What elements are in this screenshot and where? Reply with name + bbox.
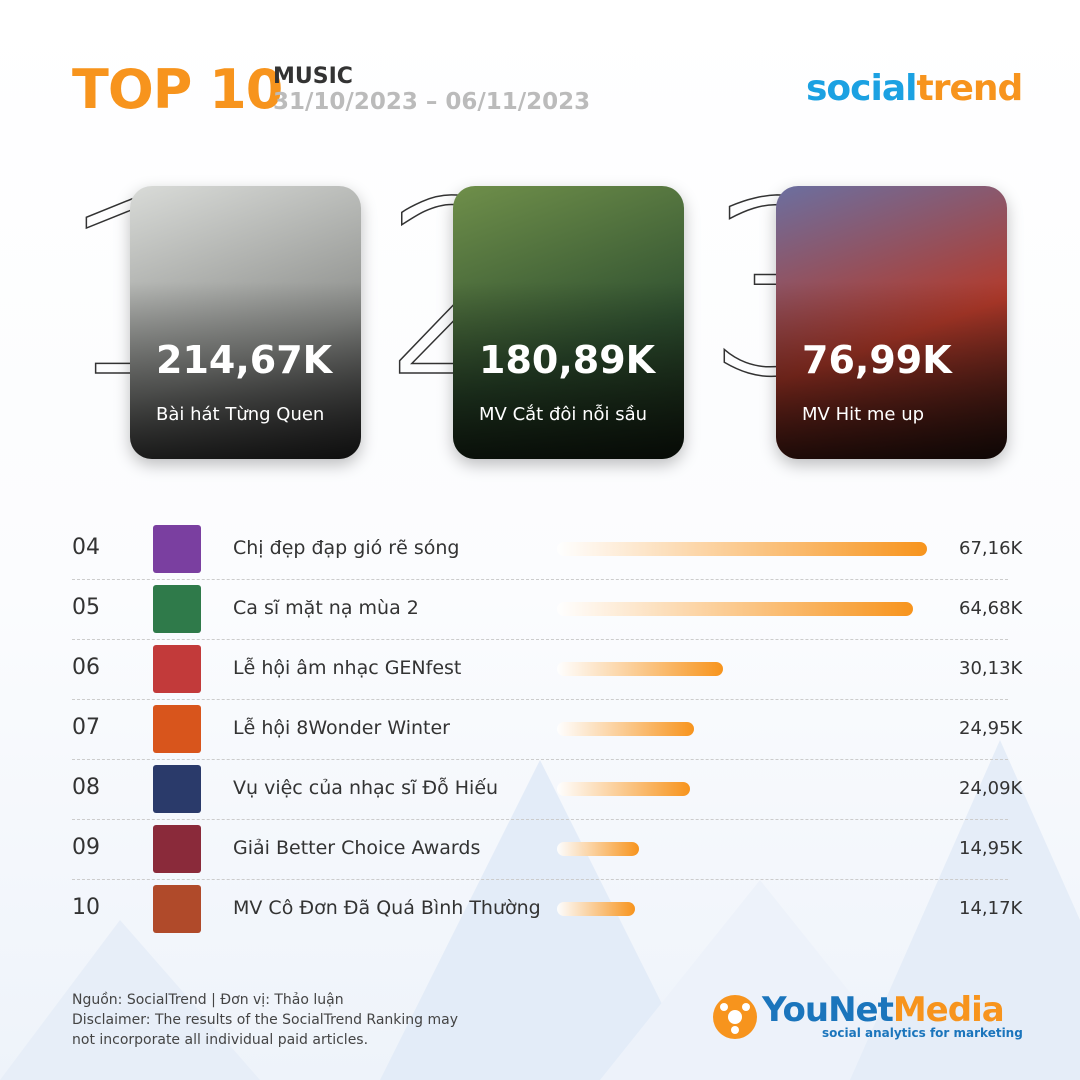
card-shade: [130, 186, 361, 459]
card-name: MV Cắt đôi nỗi sầu: [479, 404, 648, 425]
source: Nguồn: SocialTrend | Đơn vị: Thảo luận: [72, 992, 344, 1008]
thumbnail: [153, 765, 201, 813]
category: MUSIC: [273, 64, 353, 89]
separator: [72, 819, 1008, 820]
item-name: Lễ hội âm nhạc GENfest: [233, 657, 462, 679]
top-card: 214,67K Bài hát Từng Quen: [130, 186, 361, 459]
background-mountains: [0, 740, 1080, 1080]
tagline: social analytics for marketing: [822, 1026, 1023, 1040]
value-label: 24,09K: [959, 778, 1023, 799]
rank: 10: [72, 895, 100, 920]
separator: [72, 639, 1008, 640]
logo-right: Media: [892, 990, 1005, 1030]
item-name: Ca sĩ mặt nạ mùa 2: [233, 597, 419, 619]
card-name: MV Hit me up: [802, 404, 925, 425]
card-shade: [776, 186, 1007, 459]
thumbnail: [153, 825, 201, 873]
item-name: Lễ hội 8Wonder Winter: [233, 717, 450, 739]
date-range: 31/10/2023 – 06/11/2023: [273, 89, 591, 115]
disclaimer: Disclaimer: The results of the SocialTre…: [72, 1012, 459, 1048]
logo-left: YouNet: [762, 990, 894, 1030]
item-name: MV Cô Đơn Đã Quá Bình Thường: [233, 897, 541, 919]
card-shade: [453, 186, 684, 459]
value-label: 30,13K: [959, 658, 1023, 679]
brand: socialtrend: [806, 68, 1023, 109]
item-name: Giải Better Choice Awards: [233, 837, 481, 859]
rank: 04: [72, 535, 100, 560]
title: TOP 10: [72, 58, 283, 121]
item-name: Vụ việc của nhạc sĩ Đỗ Hiếu: [233, 777, 499, 799]
top-card: 76,99K MV Hit me up: [776, 186, 1007, 459]
bar: [557, 782, 690, 796]
separator: [72, 879, 1008, 880]
value-label: 14,95K: [959, 838, 1023, 859]
brand-right: trend: [916, 68, 1023, 109]
separator: [72, 579, 1008, 580]
thumbnail: [153, 525, 201, 573]
top-card: 180,89K MV Cắt đôi nỗi sầu: [453, 186, 684, 459]
card-value: 180,89K: [479, 338, 656, 382]
thumbnail: [153, 585, 201, 633]
separator: [72, 759, 1008, 760]
rank: 09: [72, 835, 100, 860]
rank: 05: [72, 595, 100, 620]
separator: [72, 699, 1008, 700]
bar: [557, 722, 695, 736]
value-label: 64,68K: [959, 598, 1023, 619]
value-label: 24,95K: [959, 718, 1023, 739]
thumbnail: [153, 885, 201, 933]
logo: YouNetMedia: [762, 990, 1005, 1030]
rank: 08: [72, 775, 100, 800]
item-name: Chị đẹp đạp gió rẽ sóng: [233, 537, 460, 559]
rank: 06: [72, 655, 100, 680]
value-label: 67,16K: [959, 538, 1023, 559]
card-value: 214,67K: [156, 338, 333, 382]
bar: [557, 902, 636, 916]
bar: [557, 542, 927, 556]
card-value: 76,99K: [802, 338, 952, 382]
thumbnail: [153, 645, 201, 693]
bar: [557, 662, 723, 676]
rank: 07: [72, 715, 100, 740]
logo-icon: [713, 995, 757, 1039]
footer-text: Nguồn: SocialTrend | Đơn vị: Thảo luận D…: [72, 990, 462, 1050]
value-label: 14,17K: [959, 898, 1023, 919]
thumbnail: [153, 705, 201, 753]
bar: [557, 602, 914, 616]
card-name: Bài hát Từng Quen: [156, 404, 325, 425]
brand-left: social: [806, 68, 917, 109]
bar: [557, 842, 640, 856]
